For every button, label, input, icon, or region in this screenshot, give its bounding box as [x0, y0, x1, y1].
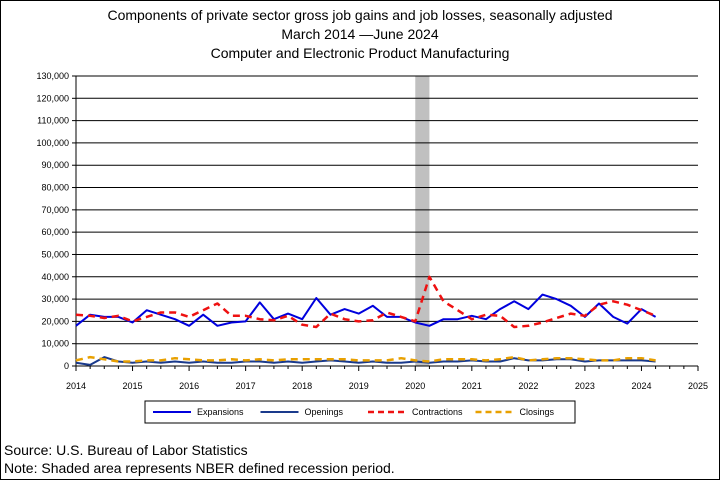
chart-title: Components of private sector gross job g…: [107, 7, 613, 23]
x-tick-label: 2024: [631, 381, 651, 391]
x-tick-label: 2018: [292, 381, 312, 391]
legend-box: [144, 400, 576, 424]
series-line-expansions: [75, 293, 657, 327]
x-tick-label: 2017: [236, 381, 256, 391]
y-tick-label: 50,000: [41, 249, 69, 259]
y-tick-label: 100,000: [36, 138, 69, 148]
y-tick-label: 10,000: [41, 339, 69, 349]
x-tick-label: 2020: [405, 381, 425, 391]
source-note: Source: U.S. Bureau of Labor Statistics: [4, 442, 248, 458]
legend-label-contractions: Contractions: [412, 407, 463, 417]
recession-note: Note: Shaded area represents NBER define…: [4, 460, 395, 476]
series-line-closings: [75, 355, 656, 363]
x-tick-label: 2021: [462, 381, 482, 391]
legend-label-closings: Closings: [520, 407, 555, 417]
recession-shading: [415, 76, 430, 366]
y-tick-label: 80,000: [41, 183, 69, 193]
chart-date-range: March 2014 —June 2024: [281, 26, 439, 42]
x-tick-label: 2014: [66, 381, 86, 391]
y-tick-label: 30,000: [41, 294, 69, 304]
x-tick-label: 2015: [123, 381, 143, 391]
legend-label-expansions: Expansions: [197, 407, 244, 417]
y-tick-label: 70,000: [41, 205, 69, 215]
x-tick-label: 2019: [349, 381, 369, 391]
y-tick-label: 60,000: [41, 227, 69, 237]
y-tick-label: 110,000: [37, 116, 69, 126]
x-tick-label: 2023: [575, 381, 595, 391]
y-tick-label: 40,000: [41, 272, 69, 282]
x-tick-label: 2025: [688, 381, 708, 391]
y-tick-label: 20,000: [41, 316, 69, 326]
y-tick-label: 0: [64, 361, 69, 371]
y-tick-label: 90,000: [41, 160, 69, 170]
x-tick-label: 2016: [179, 381, 199, 391]
chart-subtitle: Computer and Electronic Product Manufact…: [210, 45, 510, 61]
y-tick-label: 130,000: [36, 71, 69, 81]
x-tick-label: 2022: [518, 381, 538, 391]
series-line-contractions: [75, 275, 657, 329]
legend-label-openings: Openings: [305, 407, 344, 417]
y-tick-label: 120,000: [36, 93, 69, 103]
